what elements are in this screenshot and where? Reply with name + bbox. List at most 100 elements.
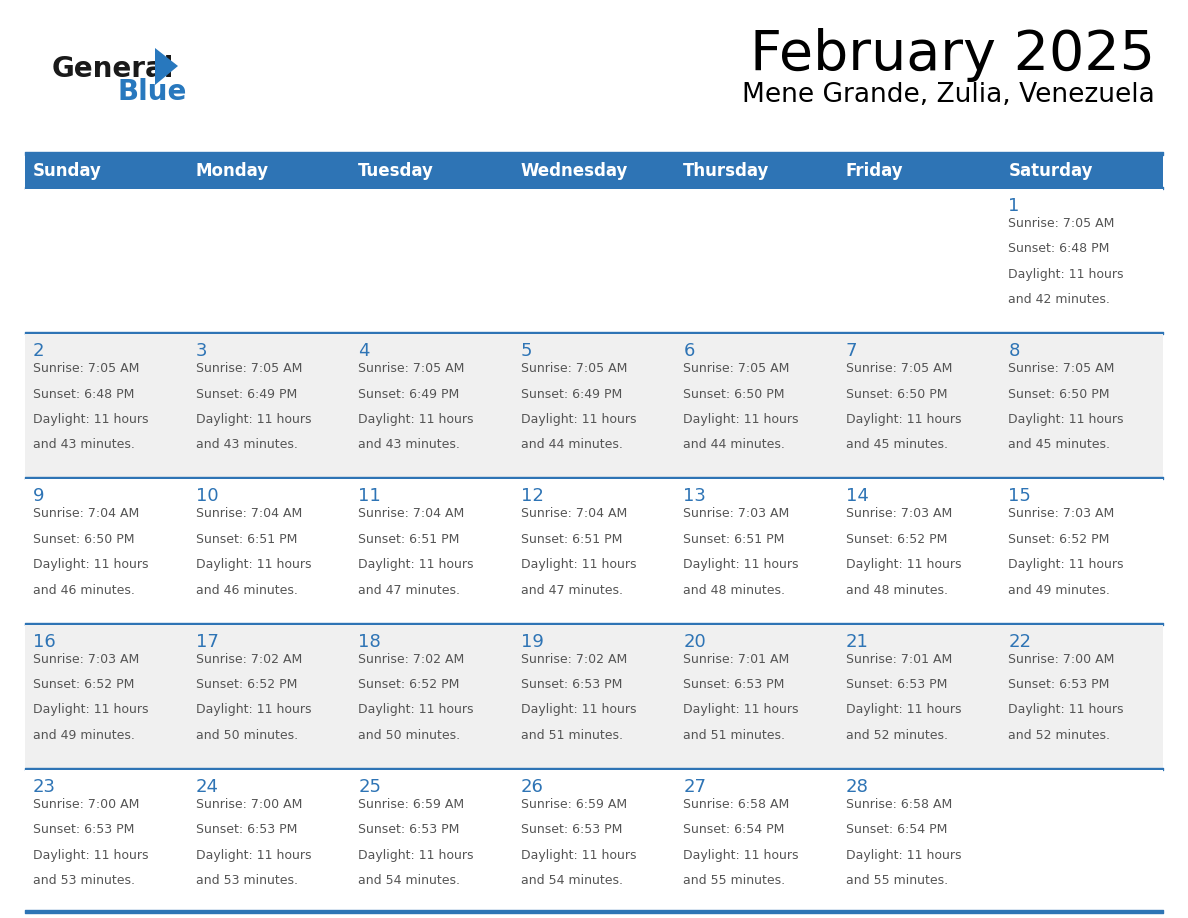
Text: 18: 18 xyxy=(358,633,381,651)
Text: and 50 minutes.: and 50 minutes. xyxy=(196,729,298,742)
Text: Sunset: 6:53 PM: Sunset: 6:53 PM xyxy=(520,823,623,836)
Text: Sunset: 6:51 PM: Sunset: 6:51 PM xyxy=(196,532,297,546)
Text: Mene Grande, Zulia, Venezuela: Mene Grande, Zulia, Venezuela xyxy=(742,82,1155,108)
Text: Sunset: 6:52 PM: Sunset: 6:52 PM xyxy=(846,532,947,546)
Text: Sunrise: 7:05 AM: Sunrise: 7:05 AM xyxy=(358,363,465,375)
Text: Sunset: 6:53 PM: Sunset: 6:53 PM xyxy=(846,678,947,691)
Text: Daylight: 11 hours: Daylight: 11 hours xyxy=(1009,558,1124,571)
Text: 4: 4 xyxy=(358,342,369,360)
Bar xyxy=(1000,155,1163,187)
Text: Daylight: 11 hours: Daylight: 11 hours xyxy=(196,413,311,426)
Text: 27: 27 xyxy=(683,778,707,796)
Text: Sunrise: 6:58 AM: Sunrise: 6:58 AM xyxy=(846,798,952,811)
Text: 14: 14 xyxy=(846,487,868,506)
Text: Sunset: 6:51 PM: Sunset: 6:51 PM xyxy=(520,532,623,546)
Text: Sunset: 6:50 PM: Sunset: 6:50 PM xyxy=(1009,387,1110,400)
Text: Sunset: 6:51 PM: Sunset: 6:51 PM xyxy=(358,532,460,546)
Text: Daylight: 11 hours: Daylight: 11 hours xyxy=(33,848,148,862)
Text: Daylight: 11 hours: Daylight: 11 hours xyxy=(1009,703,1124,716)
Bar xyxy=(513,155,675,187)
Text: Daylight: 11 hours: Daylight: 11 hours xyxy=(358,558,474,571)
Text: Daylight: 11 hours: Daylight: 11 hours xyxy=(33,558,148,571)
Text: Sunset: 6:48 PM: Sunset: 6:48 PM xyxy=(1009,242,1110,255)
Text: 25: 25 xyxy=(358,778,381,796)
Bar xyxy=(350,624,513,767)
Text: Sunrise: 7:04 AM: Sunrise: 7:04 AM xyxy=(196,508,302,521)
Text: Wednesday: Wednesday xyxy=(520,162,628,180)
Bar xyxy=(838,770,1000,913)
Text: and 53 minutes.: and 53 minutes. xyxy=(196,874,297,887)
Bar xyxy=(513,770,675,913)
Text: 8: 8 xyxy=(1009,342,1019,360)
Bar xyxy=(350,334,513,477)
Bar xyxy=(675,189,838,332)
Text: 16: 16 xyxy=(33,633,56,651)
Text: and 53 minutes.: and 53 minutes. xyxy=(33,874,135,887)
Text: Daylight: 11 hours: Daylight: 11 hours xyxy=(33,413,148,426)
Text: Sunrise: 7:03 AM: Sunrise: 7:03 AM xyxy=(846,508,952,521)
Text: Sunrise: 6:59 AM: Sunrise: 6:59 AM xyxy=(520,798,627,811)
Text: and 52 minutes.: and 52 minutes. xyxy=(1009,729,1111,742)
Text: and 46 minutes.: and 46 minutes. xyxy=(196,584,297,597)
Text: Daylight: 11 hours: Daylight: 11 hours xyxy=(520,703,637,716)
Text: Daylight: 11 hours: Daylight: 11 hours xyxy=(683,848,798,862)
Text: Daylight: 11 hours: Daylight: 11 hours xyxy=(846,413,961,426)
Text: Daylight: 11 hours: Daylight: 11 hours xyxy=(1009,413,1124,426)
Text: and 45 minutes.: and 45 minutes. xyxy=(846,439,948,452)
Text: and 47 minutes.: and 47 minutes. xyxy=(520,584,623,597)
Text: Sunset: 6:53 PM: Sunset: 6:53 PM xyxy=(33,823,134,836)
Text: Sunrise: 7:03 AM: Sunrise: 7:03 AM xyxy=(1009,508,1114,521)
Text: Sunset: 6:54 PM: Sunset: 6:54 PM xyxy=(846,823,947,836)
Bar xyxy=(188,770,350,913)
Bar xyxy=(188,334,350,477)
Text: Sunday: Sunday xyxy=(33,162,102,180)
Text: Thursday: Thursday xyxy=(683,162,770,180)
Text: 7: 7 xyxy=(846,342,858,360)
Bar xyxy=(188,479,350,622)
Text: Sunset: 6:51 PM: Sunset: 6:51 PM xyxy=(683,532,784,546)
Text: 6: 6 xyxy=(683,342,695,360)
Text: Sunset: 6:49 PM: Sunset: 6:49 PM xyxy=(520,387,623,400)
Text: Daylight: 11 hours: Daylight: 11 hours xyxy=(358,703,474,716)
Bar xyxy=(25,770,188,913)
Bar xyxy=(188,624,350,767)
Text: 26: 26 xyxy=(520,778,544,796)
Bar xyxy=(675,624,838,767)
Bar xyxy=(1000,189,1163,332)
Text: Sunrise: 7:05 AM: Sunrise: 7:05 AM xyxy=(1009,217,1114,230)
Bar xyxy=(838,624,1000,767)
Text: Sunset: 6:49 PM: Sunset: 6:49 PM xyxy=(196,387,297,400)
Bar xyxy=(838,155,1000,187)
Bar xyxy=(350,770,513,913)
Text: Saturday: Saturday xyxy=(1009,162,1093,180)
Text: 13: 13 xyxy=(683,487,706,506)
Text: Monday: Monday xyxy=(196,162,268,180)
Text: Daylight: 11 hours: Daylight: 11 hours xyxy=(846,848,961,862)
Text: Sunrise: 7:04 AM: Sunrise: 7:04 AM xyxy=(520,508,627,521)
Bar xyxy=(25,624,188,767)
Text: and 43 minutes.: and 43 minutes. xyxy=(196,439,297,452)
Text: Daylight: 11 hours: Daylight: 11 hours xyxy=(33,703,148,716)
Text: Sunset: 6:53 PM: Sunset: 6:53 PM xyxy=(196,823,297,836)
Text: Sunrise: 7:05 AM: Sunrise: 7:05 AM xyxy=(683,363,790,375)
Text: Sunrise: 7:05 AM: Sunrise: 7:05 AM xyxy=(33,363,139,375)
Bar xyxy=(675,770,838,913)
Text: 28: 28 xyxy=(846,778,868,796)
Bar xyxy=(1000,624,1163,767)
Text: Sunset: 6:53 PM: Sunset: 6:53 PM xyxy=(683,678,784,691)
Text: Sunset: 6:53 PM: Sunset: 6:53 PM xyxy=(1009,678,1110,691)
Bar xyxy=(350,155,513,187)
Text: 1: 1 xyxy=(1009,197,1019,215)
Text: February 2025: February 2025 xyxy=(750,28,1155,82)
Text: and 48 minutes.: and 48 minutes. xyxy=(683,584,785,597)
Text: 17: 17 xyxy=(196,633,219,651)
Bar xyxy=(838,334,1000,477)
Text: and 44 minutes.: and 44 minutes. xyxy=(520,439,623,452)
Bar xyxy=(838,189,1000,332)
Text: Daylight: 11 hours: Daylight: 11 hours xyxy=(846,703,961,716)
Text: General: General xyxy=(52,55,175,83)
Text: and 48 minutes.: and 48 minutes. xyxy=(846,584,948,597)
Text: Sunset: 6:49 PM: Sunset: 6:49 PM xyxy=(358,387,460,400)
Text: Daylight: 11 hours: Daylight: 11 hours xyxy=(520,848,637,862)
Text: 11: 11 xyxy=(358,487,381,506)
